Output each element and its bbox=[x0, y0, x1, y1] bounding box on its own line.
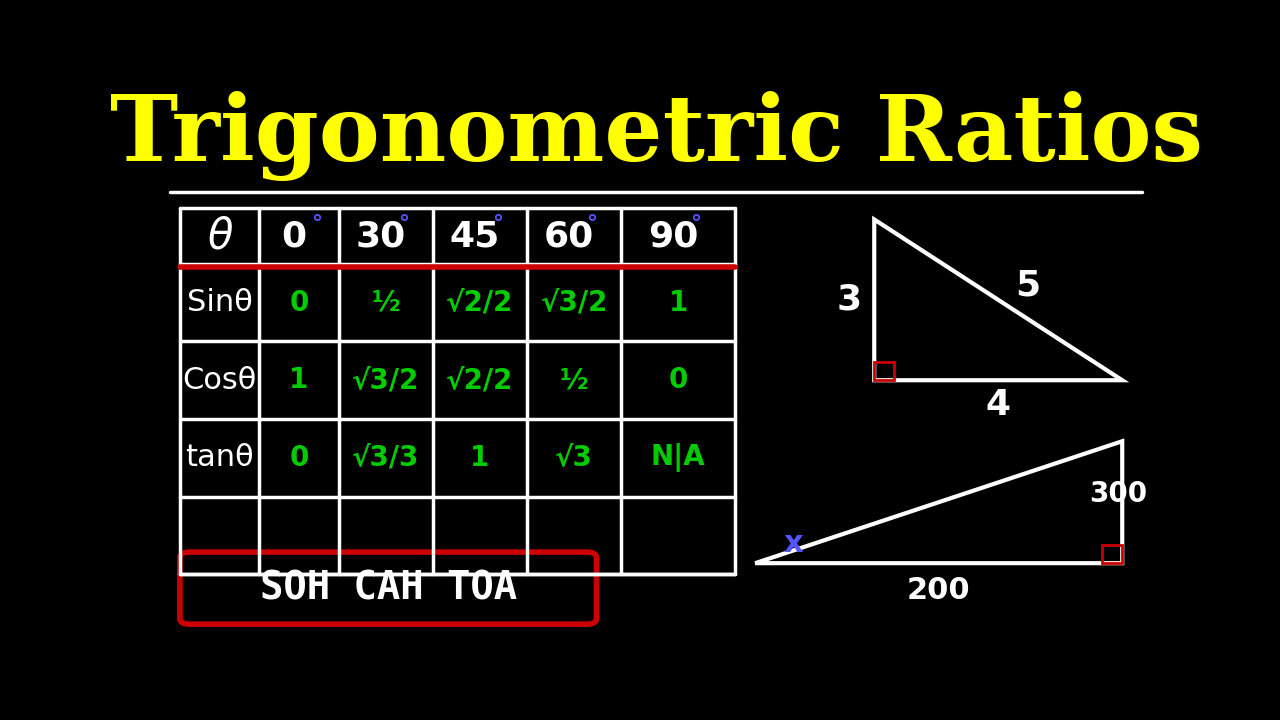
Text: √3/2: √3/2 bbox=[540, 289, 608, 317]
Text: °: ° bbox=[398, 214, 410, 234]
Text: tanθ: tanθ bbox=[186, 444, 253, 472]
Text: √3/3: √3/3 bbox=[352, 444, 420, 472]
Text: 200: 200 bbox=[908, 577, 970, 606]
Text: Trigonometric Ratios: Trigonometric Ratios bbox=[110, 91, 1202, 181]
Text: SOH CAH TOA: SOH CAH TOA bbox=[260, 569, 517, 607]
Text: °: ° bbox=[691, 214, 701, 234]
Bar bbox=[874, 362, 895, 380]
Text: 30: 30 bbox=[356, 219, 406, 253]
Text: 0: 0 bbox=[668, 366, 689, 395]
Text: 1: 1 bbox=[668, 289, 687, 317]
Text: 3: 3 bbox=[837, 283, 861, 317]
Text: ½: ½ bbox=[559, 366, 589, 395]
Text: °: ° bbox=[493, 214, 503, 234]
Text: 5: 5 bbox=[1015, 269, 1041, 303]
Text: √2/2: √2/2 bbox=[447, 289, 513, 317]
Text: 4: 4 bbox=[986, 388, 1011, 422]
Text: 1: 1 bbox=[470, 444, 489, 472]
Text: √3/2: √3/2 bbox=[352, 366, 420, 395]
Text: 90: 90 bbox=[648, 219, 699, 253]
Bar bbox=[1102, 545, 1123, 563]
Text: ½: ½ bbox=[371, 289, 401, 317]
FancyBboxPatch shape bbox=[179, 552, 596, 624]
Text: N|A: N|A bbox=[652, 444, 705, 472]
Text: x: x bbox=[783, 529, 803, 558]
Text: 60: 60 bbox=[544, 219, 594, 253]
Text: Cosθ: Cosθ bbox=[182, 366, 257, 395]
Text: 0: 0 bbox=[282, 219, 306, 253]
Text: 0: 0 bbox=[289, 444, 308, 472]
Text: 1: 1 bbox=[289, 366, 308, 395]
Text: 0: 0 bbox=[289, 289, 308, 317]
Text: 45: 45 bbox=[449, 219, 500, 253]
Text: °: ° bbox=[311, 214, 323, 234]
Text: 300: 300 bbox=[1089, 480, 1147, 508]
Text: °: ° bbox=[586, 214, 598, 234]
Text: √3: √3 bbox=[556, 444, 593, 472]
Text: √2/2: √2/2 bbox=[447, 366, 513, 395]
Text: Sinθ: Sinθ bbox=[187, 288, 252, 317]
Text: θ: θ bbox=[207, 215, 232, 257]
